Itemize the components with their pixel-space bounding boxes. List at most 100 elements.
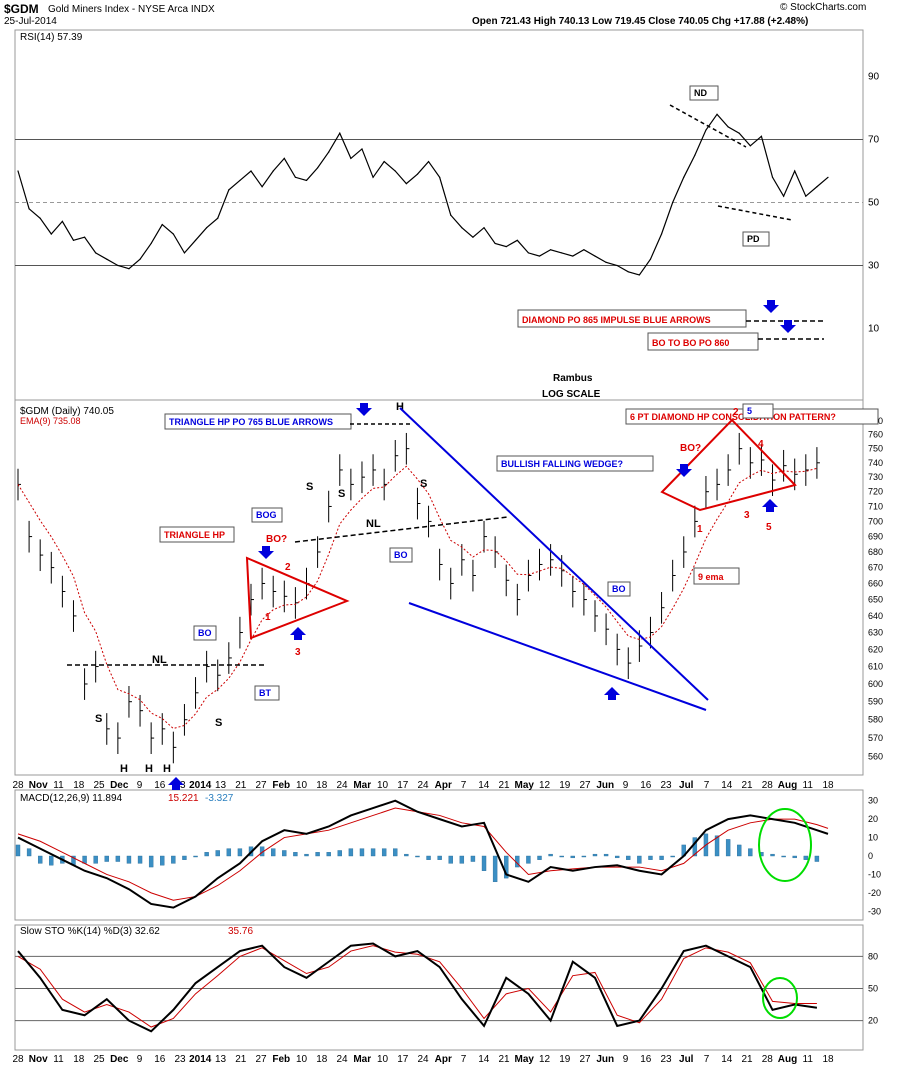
rsi-point [627, 271, 629, 273]
scale-note: LOG SCALE [542, 389, 601, 400]
x-tick-label: Dec [110, 780, 129, 791]
x-tick-label: Mar [353, 780, 371, 791]
macd-histogram-bar [171, 855, 176, 864]
head-label: H [396, 401, 404, 413]
rsi-point [749, 145, 751, 147]
rsi-point [239, 179, 241, 182]
price-label-diamond: 6 PT DIAMOND HP CONSOLIDATION PATTERN? [630, 412, 836, 422]
macd-tick-label: 0 [868, 851, 873, 861]
price-tick-label: 690 [868, 532, 883, 542]
x-tick-label: 2014 [189, 780, 212, 791]
rsi-point [816, 186, 818, 188]
macd-histogram-bar [603, 853, 609, 857]
rsi-point [783, 195, 785, 197]
price-label-9ema-box [693, 567, 740, 585]
rsi-point [150, 242, 152, 245]
price-tick-label: 560 [868, 752, 883, 762]
macd-histogram-bar [537, 855, 542, 860]
x-tick-label-bottom: 16 [154, 1054, 166, 1065]
annotations: ND PD DIAMOND PO 865 IMPULSE BLUE ARROWS BO… [67, 85, 879, 790]
head-label: H [120, 763, 128, 775]
price-label-bog-box [251, 507, 283, 523]
macd-histogram-bar [359, 848, 365, 857]
x-tick-label: 9 [623, 780, 629, 791]
x-tick-label-bottom: 23 [660, 1054, 672, 1065]
x-tick-label: 9 [137, 780, 143, 791]
blue-arrow-triangle-po [356, 403, 372, 416]
price-tick-label: 640 [868, 611, 883, 621]
price-label-bo-q-box [742, 403, 774, 419]
x-tick-label-bottom: 10 [296, 1054, 308, 1065]
rsi-point [461, 227, 463, 229]
rsi-point [83, 236, 86, 238]
macd-histogram-bar [526, 855, 531, 864]
x-tick-label: Aug [778, 780, 797, 791]
macd-histogram-bar [282, 850, 287, 857]
x-tick-label-bottom: 14 [721, 1054, 733, 1065]
price-label-triangle-hp: TRIANGLE HP [164, 530, 225, 540]
price-label-bo-3-box [607, 581, 631, 597]
blue-arrow-head-bottom [168, 777, 184, 790]
pattern-point-2: 1 [265, 612, 271, 623]
rsi-point [394, 170, 396, 172]
x-tick-label-bottom: 10 [377, 1054, 389, 1065]
rsi-point [272, 170, 274, 172]
rsi-point [350, 157, 352, 159]
x-tick-label-bottom: 18 [73, 1054, 85, 1065]
x-tick-label: 25 [93, 780, 105, 791]
rsi-trendline-nd [669, 104, 747, 148]
sto-k-line [17, 942, 818, 1033]
rsi-point [117, 264, 119, 267]
x-tick-label-bottom: 19 [559, 1054, 571, 1065]
macd-histogram-bar [404, 853, 409, 857]
ohlc-summary: Open 721.43 High 740.13 Low 719.45 Close… [472, 16, 809, 27]
rsi-point [427, 160, 430, 163]
macd-histogram-bar [381, 848, 387, 857]
x-tick-label-bottom: May [515, 1054, 535, 1065]
rsi-tick-label: 90 [868, 72, 880, 83]
rsi-point [339, 132, 341, 134]
macd-histogram-bar [770, 853, 775, 857]
price-tick-label: 760 [868, 430, 883, 440]
x-tick-label-bottom: 28 [12, 1054, 24, 1065]
x-tick-label-bottom: 11 [53, 1054, 64, 1065]
rsi-point [527, 252, 530, 254]
rsi-point [605, 261, 607, 263]
x-tick-label-bottom: 18 [316, 1054, 328, 1065]
rsi-point [594, 255, 596, 257]
macd-histogram-bar [182, 855, 187, 860]
x-tick-label-bottom: 21 [741, 1054, 753, 1065]
rsi-series: 90 70 50 30 10 RSI(14) 57.39 [15, 32, 880, 335]
macd-tick-label: -30 [868, 906, 881, 916]
price-tick-label: 710 [868, 501, 883, 511]
pattern-point-3: 2 [285, 562, 291, 573]
macd-histogram-bar [437, 855, 442, 860]
price-tick-label: 620 [868, 644, 883, 654]
rsi-point [649, 258, 652, 260]
x-tick-label: 16 [640, 780, 652, 791]
rsi-point [383, 160, 385, 163]
price-label-falling-wedge: BULLISH FALLING WEDGE? [501, 459, 623, 469]
price-tick-label: 580 [868, 715, 883, 725]
blue-arrow-triangle-2 [290, 627, 306, 640]
x-tick-label: 18 [316, 780, 328, 791]
rsi-point [161, 223, 163, 226]
rsi-point [683, 176, 685, 178]
rsi-point [472, 236, 474, 238]
macd-histogram-bar [814, 855, 820, 862]
macd-histogram-bar [581, 855, 587, 858]
macd-histogram-bar [415, 855, 420, 858]
x-tick-label-bottom: 27 [255, 1054, 267, 1065]
pattern-point-3: 2 [733, 407, 739, 418]
rsi-point [572, 255, 574, 257]
macd-histogram-bar [126, 855, 132, 864]
shoulder-label: S [420, 478, 427, 490]
x-tick-label-bottom: Jun [596, 1054, 614, 1065]
x-tick-label: 28 [762, 780, 774, 791]
macd-histogram-bar [481, 855, 487, 871]
macd-histogram-bar [370, 848, 376, 857]
price-label-triangle-hp-po: TRIANGLE HP PO 765 BLUE ARROWS [169, 417, 333, 427]
rsi-point [95, 252, 97, 254]
rsi-point [17, 170, 19, 172]
price-tick-label: 680 [868, 547, 883, 557]
